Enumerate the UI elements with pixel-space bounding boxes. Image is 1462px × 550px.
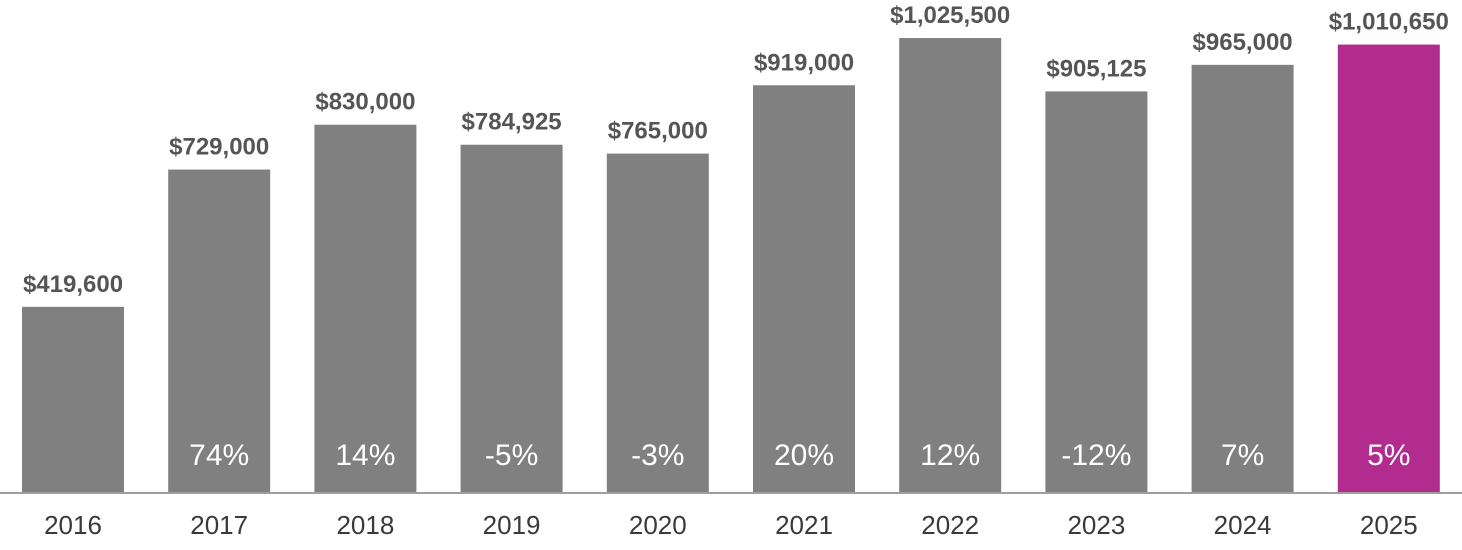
change-label-2018: 14%	[335, 439, 395, 472]
bar-2025	[1337, 44, 1440, 493]
change-label-2023: -12%	[1061, 439, 1131, 472]
change-label-2020: -3%	[631, 439, 684, 472]
value-label-2018: $830,000	[315, 89, 415, 116]
labels-layer: $419,600 2016 $729,000 74% 2017 $830,000 14% 20…	[23, 2, 1449, 540]
value-label-2016: $419,600	[23, 271, 123, 298]
value-label-2020: $765,000	[608, 118, 708, 145]
bar-2021	[753, 85, 855, 493]
value-label-2021: $919,000	[754, 49, 854, 76]
x-tick-label-2022: 2022	[921, 510, 979, 540]
value-label-2024: $965,000	[1193, 29, 1293, 56]
x-tick-label-2020: 2020	[629, 510, 687, 540]
x-tick-label-2021: 2021	[775, 510, 833, 540]
change-label-2021: 20%	[774, 439, 834, 472]
x-tick-label-2019: 2019	[483, 510, 541, 540]
bar-2016	[22, 306, 124, 493]
x-tick-label-2025: 2025	[1360, 510, 1418, 540]
x-tick-label-2016: 2016	[44, 510, 102, 540]
change-label-2024: 7%	[1221, 439, 1264, 472]
bar-2022	[899, 38, 1002, 493]
bar-2023	[1045, 91, 1148, 494]
bar-2018	[314, 124, 417, 494]
bar-2024	[1191, 64, 1294, 493]
change-label-2025: 5%	[1367, 439, 1410, 472]
bar-2020	[606, 153, 709, 493]
value-label-2017: $729,000	[169, 134, 269, 161]
value-label-2019: $784,925	[462, 109, 562, 136]
bars-layer	[22, 38, 1440, 494]
bar-2019	[460, 144, 563, 494]
value-label-2025: $1,010,650	[1329, 9, 1449, 36]
x-tick-label-2017: 2017	[190, 510, 248, 540]
change-label-2022: 12%	[920, 439, 980, 472]
x-tick-label-2018: 2018	[336, 510, 394, 540]
x-tick-label-2023: 2023	[1067, 510, 1125, 540]
value-label-2022: $1,025,500	[890, 2, 1010, 29]
bar-2017	[168, 169, 271, 493]
change-label-2019: -5%	[485, 439, 538, 472]
x-tick-label-2024: 2024	[1214, 510, 1272, 540]
value-label-2023: $905,125	[1046, 55, 1146, 82]
change-label-2017: 74%	[189, 439, 249, 472]
